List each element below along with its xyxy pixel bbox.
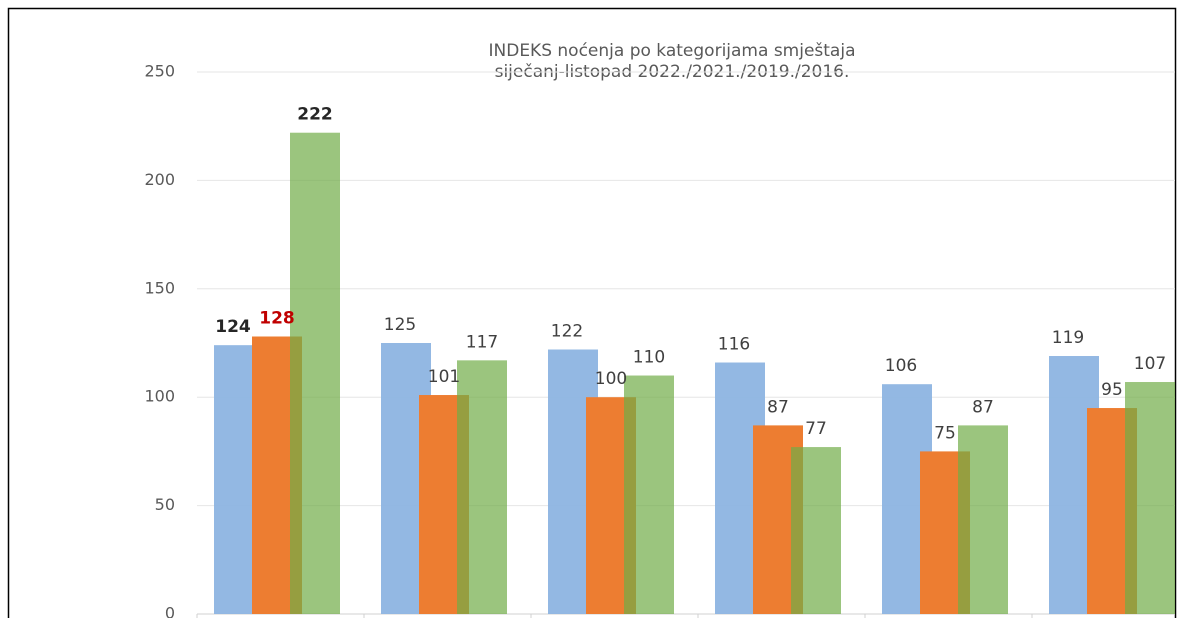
data-label: 124 (215, 317, 251, 337)
data-label: 222 (297, 105, 333, 125)
data-label: 110 (633, 348, 665, 368)
data-label: 87 (972, 397, 994, 417)
bar (624, 375, 674, 614)
data-label: 116 (718, 335, 750, 355)
bar (791, 447, 841, 614)
data-label: 101 (428, 367, 460, 387)
chart-title: INDEKS noćenja po kategorijama smještaja (489, 41, 856, 61)
data-label: 106 (885, 356, 917, 376)
data-label: 107 (1134, 354, 1166, 374)
bar (457, 360, 507, 614)
data-label: 119 (1052, 328, 1084, 348)
bar (1125, 382, 1175, 614)
y-tick-label: 200 (144, 170, 175, 189)
data-label: 117 (466, 332, 498, 352)
data-label: 75 (934, 423, 956, 443)
bar (290, 132, 340, 615)
y-tick-label: 50 (155, 495, 175, 514)
y-tick-label: 0 (165, 604, 175, 618)
y-tick-label: 150 (144, 278, 175, 297)
data-label: 77 (805, 419, 827, 439)
data-label: 128 (259, 308, 295, 328)
data-label: 87 (767, 397, 789, 417)
y-tick-label: 100 (144, 387, 175, 406)
data-label: 100 (595, 369, 627, 389)
y-tick-label: 250 (144, 62, 175, 81)
bar (958, 425, 1008, 614)
data-label: 122 (551, 322, 583, 342)
data-label: 125 (384, 315, 416, 335)
data-label: 95 (1101, 380, 1123, 400)
